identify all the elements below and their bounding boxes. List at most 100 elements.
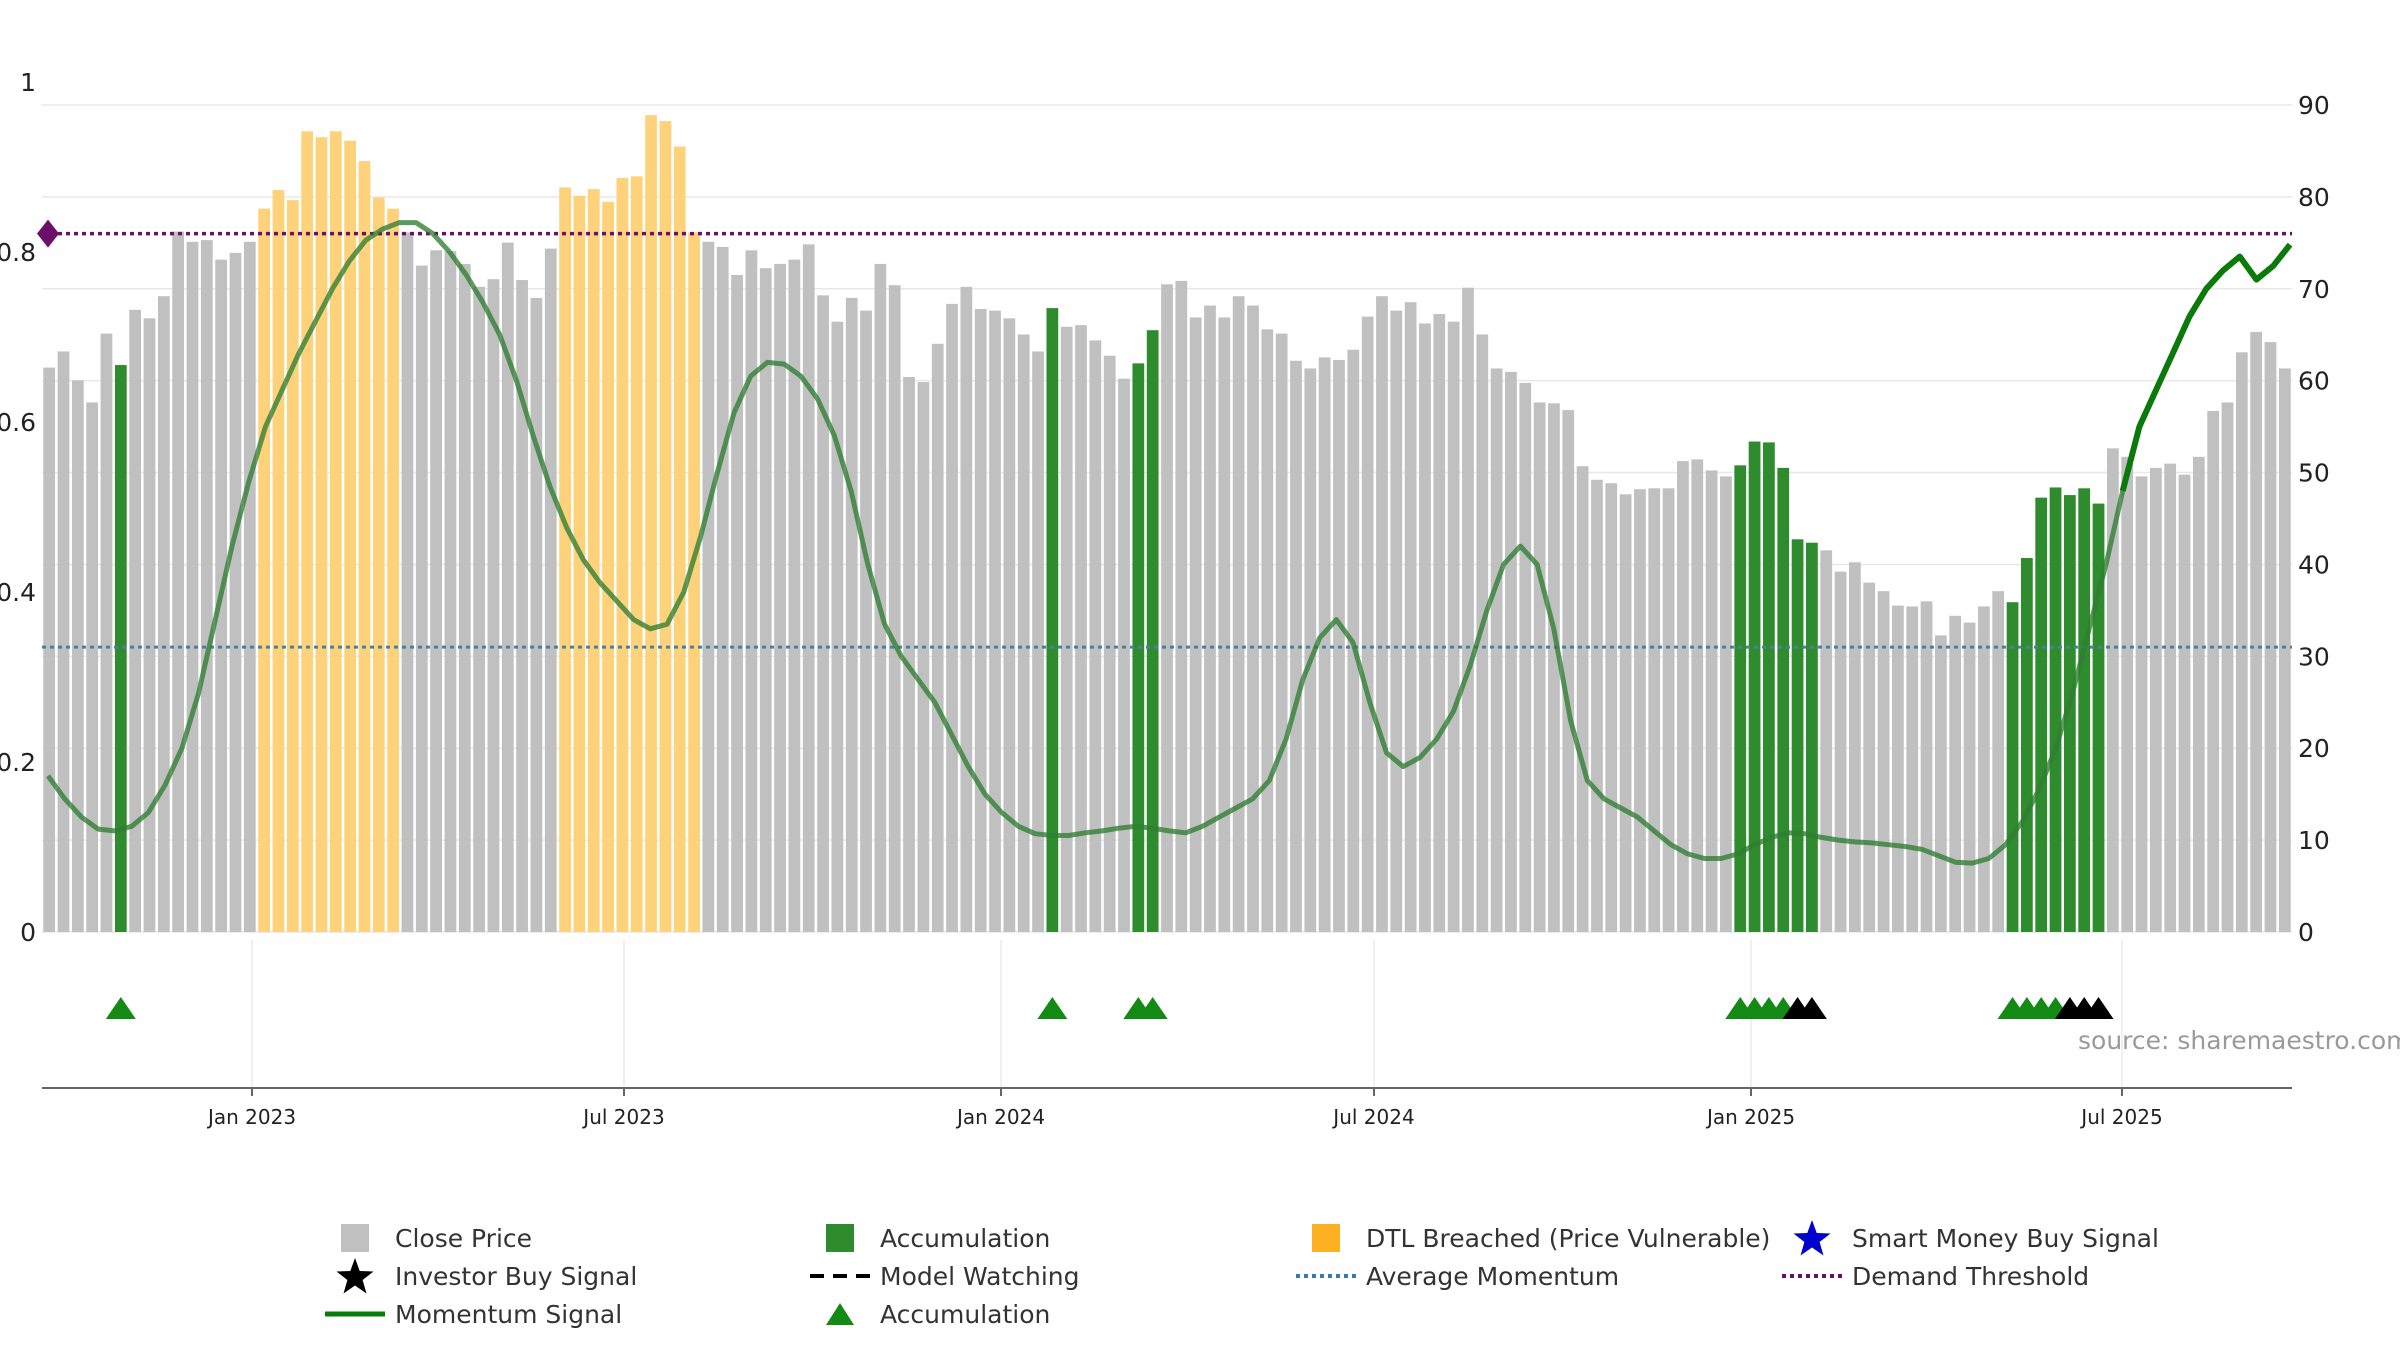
price-bar	[501, 242, 514, 932]
price-bar	[71, 380, 84, 933]
investor-signal-triangle	[1796, 997, 1827, 1019]
price-bar	[831, 321, 844, 932]
price-bar	[1003, 318, 1016, 932]
price-bar	[2264, 342, 2277, 933]
price-bar	[1662, 488, 1675, 932]
price-bar	[1562, 410, 1575, 933]
price-bar	[1505, 371, 1517, 933]
price-bar	[1906, 606, 1919, 932]
accumulation-bar	[1791, 539, 1804, 932]
y-right-tick-label: 60	[2298, 367, 2330, 396]
price-bar	[2207, 410, 2220, 932]
price-bar	[1404, 302, 1417, 932]
price-bar	[1390, 310, 1403, 932]
price-bar	[1103, 355, 1116, 932]
price-bar	[172, 231, 185, 933]
price-bar	[401, 232, 414, 932]
accumulation-triangle	[105, 997, 136, 1019]
price-bar	[989, 310, 1001, 932]
price-bar	[43, 367, 56, 933]
accumulation-bar	[2006, 602, 2019, 932]
price-bar	[1820, 550, 1833, 932]
y-right-tick-label: 20	[2298, 734, 2330, 763]
dtl-breached-bar	[559, 187, 571, 932]
price-bar	[2278, 368, 2291, 932]
price-bar	[802, 244, 815, 933]
price-bar	[143, 318, 156, 932]
price-bar	[487, 279, 500, 932]
y-left-tick-label: 0	[20, 918, 36, 947]
price-bar	[1705, 470, 1718, 932]
y-right-tick-label: 50	[2298, 459, 2330, 488]
dtl-breached-bar	[602, 201, 614, 933]
dtl-breached-bar	[616, 178, 629, 933]
accumulation-triangle	[1037, 997, 1068, 1019]
price-bar	[716, 246, 729, 932]
price-bar	[1490, 368, 1503, 932]
price-bar	[731, 274, 743, 932]
investor-signal-triangle	[2083, 997, 2114, 1019]
x-tick-label: Jan 2025	[1705, 1105, 1795, 1129]
price-bar	[1290, 360, 1302, 932]
price-bar	[2149, 467, 2162, 932]
price-bar	[1232, 296, 1245, 932]
dtl-breached-bar	[587, 189, 600, 933]
price-bar	[931, 343, 944, 932]
price-bar	[444, 251, 457, 932]
x-tick-label: Jan 2023	[206, 1105, 296, 1129]
price-bar	[1992, 591, 2005, 932]
price-bar	[1032, 351, 1044, 932]
price-bar	[1433, 314, 1446, 932]
y-right-tick-label: 0	[2298, 918, 2314, 947]
y-left-tick-label: 1	[20, 68, 36, 97]
price-bar	[57, 351, 70, 932]
signal-markers	[105, 997, 2114, 1019]
price-bar	[1118, 378, 1130, 932]
price-bar	[2178, 474, 2191, 932]
price-bar	[788, 259, 801, 932]
dtl-breached-bar	[645, 115, 657, 932]
dtl-breached-bar	[659, 121, 672, 933]
price-bar	[946, 303, 958, 933]
price-bar	[2106, 448, 2119, 932]
price-bar	[759, 268, 772, 932]
accumulation-bar	[1146, 330, 1159, 932]
source-label: source: sharemaestro.com	[2078, 1026, 2400, 1055]
price-bar	[129, 309, 142, 932]
y-left-tick-label: 0.6	[0, 408, 36, 437]
price-bar	[1920, 601, 1933, 932]
accumulation-bar	[2020, 558, 2033, 932]
accumulation-triangle	[1137, 997, 1168, 1019]
price-bar	[2221, 402, 2234, 932]
price-bar	[186, 241, 199, 933]
price-bars	[43, 115, 2291, 933]
x-tick-label: Jan 2024	[955, 1105, 1045, 1129]
price-bar	[1533, 402, 1546, 932]
price-bar	[1089, 340, 1102, 932]
price-bar	[1376, 296, 1388, 932]
accumulation-bar	[1806, 542, 1818, 932]
dtl-breached-bar	[344, 140, 356, 932]
x-tick-label: Jul 2024	[1331, 1105, 1414, 1129]
price-bar	[1691, 459, 1704, 932]
y-left-tick-label: 0.4	[0, 578, 36, 607]
price-bar	[1634, 489, 1646, 932]
price-bar	[860, 310, 872, 932]
price-bar	[200, 240, 213, 933]
price-bar	[960, 286, 973, 933]
price-bar	[1605, 483, 1618, 932]
dtl-breached-bar	[329, 131, 342, 933]
price-bar	[100, 333, 113, 933]
price-bar	[888, 285, 901, 932]
accumulation-bar	[1763, 442, 1775, 932]
price-bar	[1161, 284, 1173, 932]
price-bar	[1963, 622, 1976, 932]
price-bar	[1060, 326, 1073, 932]
price-bar	[516, 280, 528, 932]
price-bar	[1247, 305, 1259, 932]
price-bar	[473, 286, 485, 933]
dtl-breached-bar	[673, 146, 686, 933]
price-bar	[874, 263, 887, 932]
price-bar	[2250, 331, 2263, 932]
price-bar	[1361, 316, 1374, 933]
